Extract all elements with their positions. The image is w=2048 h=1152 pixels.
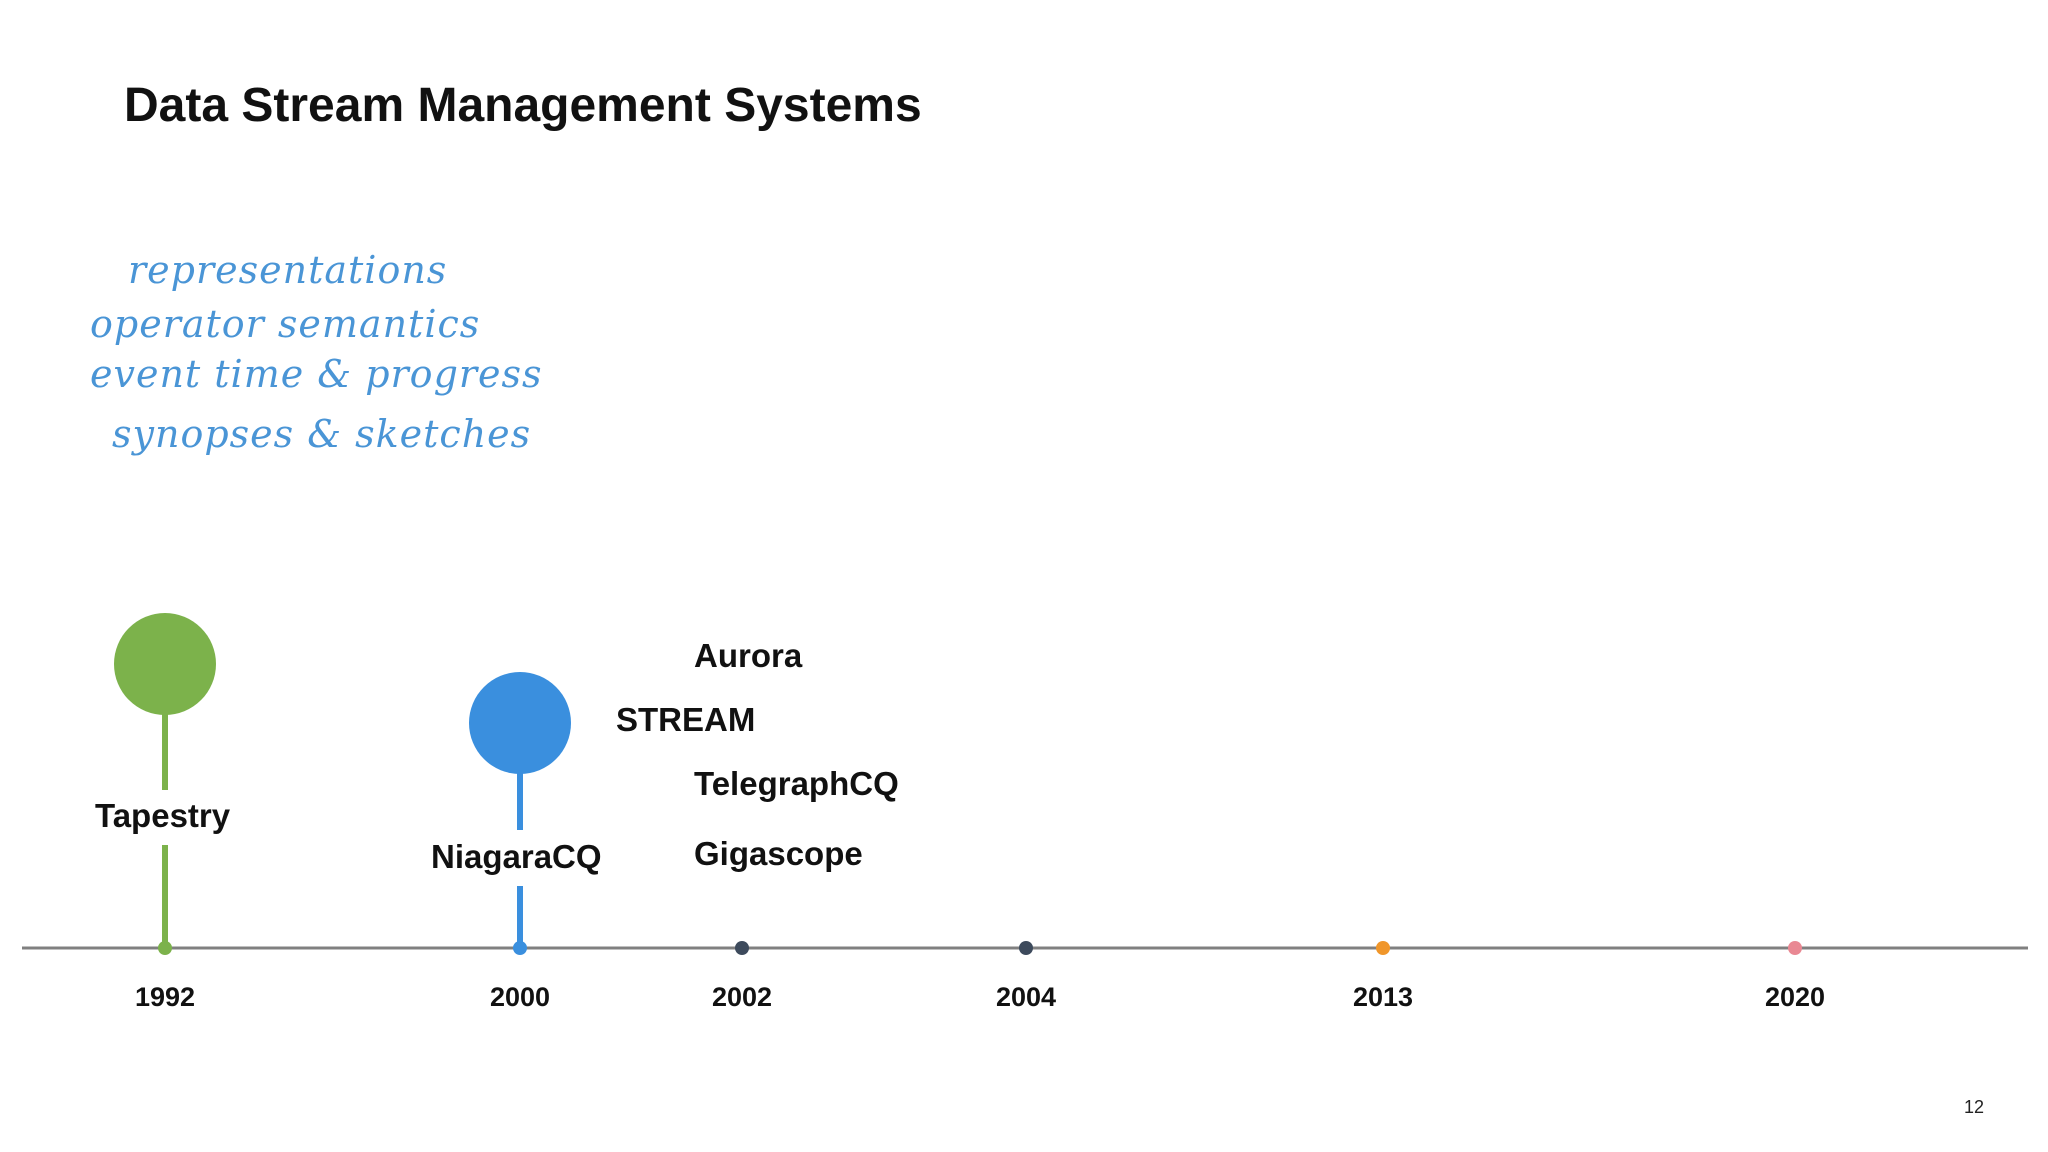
year-label-2020: 2020 xyxy=(1764,982,1826,1012)
milestone-label-niagaracq: NiagaraCQ xyxy=(431,838,602,876)
system-label-stream: STREAM xyxy=(616,701,756,739)
year-label-2002: 2002 xyxy=(711,982,773,1012)
year-dot-2013 xyxy=(1376,941,1390,955)
page-number: 12 xyxy=(1963,1097,1984,1117)
system-label-aurora: Aurora xyxy=(694,637,803,675)
year-dot-1992 xyxy=(158,941,172,955)
tapestry-bubble xyxy=(114,613,216,715)
year-label-2000: 2000 xyxy=(489,982,551,1012)
year-dot-2004 xyxy=(1019,941,1033,955)
year-dot-2000 xyxy=(513,941,527,955)
system-label-telegraphcq: TelegraphCQ xyxy=(694,765,899,803)
year-dot-2002 xyxy=(735,941,749,955)
year-label-2004: 2004 xyxy=(995,982,1057,1012)
milestone-label-tapestry: Tapestry xyxy=(95,797,231,835)
system-label-gigascope: Gigascope xyxy=(694,835,863,873)
niagaracq-bubble xyxy=(469,672,571,774)
year-label-2013: 2013 xyxy=(1352,982,1414,1012)
year-label-1992: 1992 xyxy=(134,982,196,1012)
year-dot-2020 xyxy=(1788,941,1802,955)
slide-title: Data Stream Management Systems xyxy=(124,79,922,132)
